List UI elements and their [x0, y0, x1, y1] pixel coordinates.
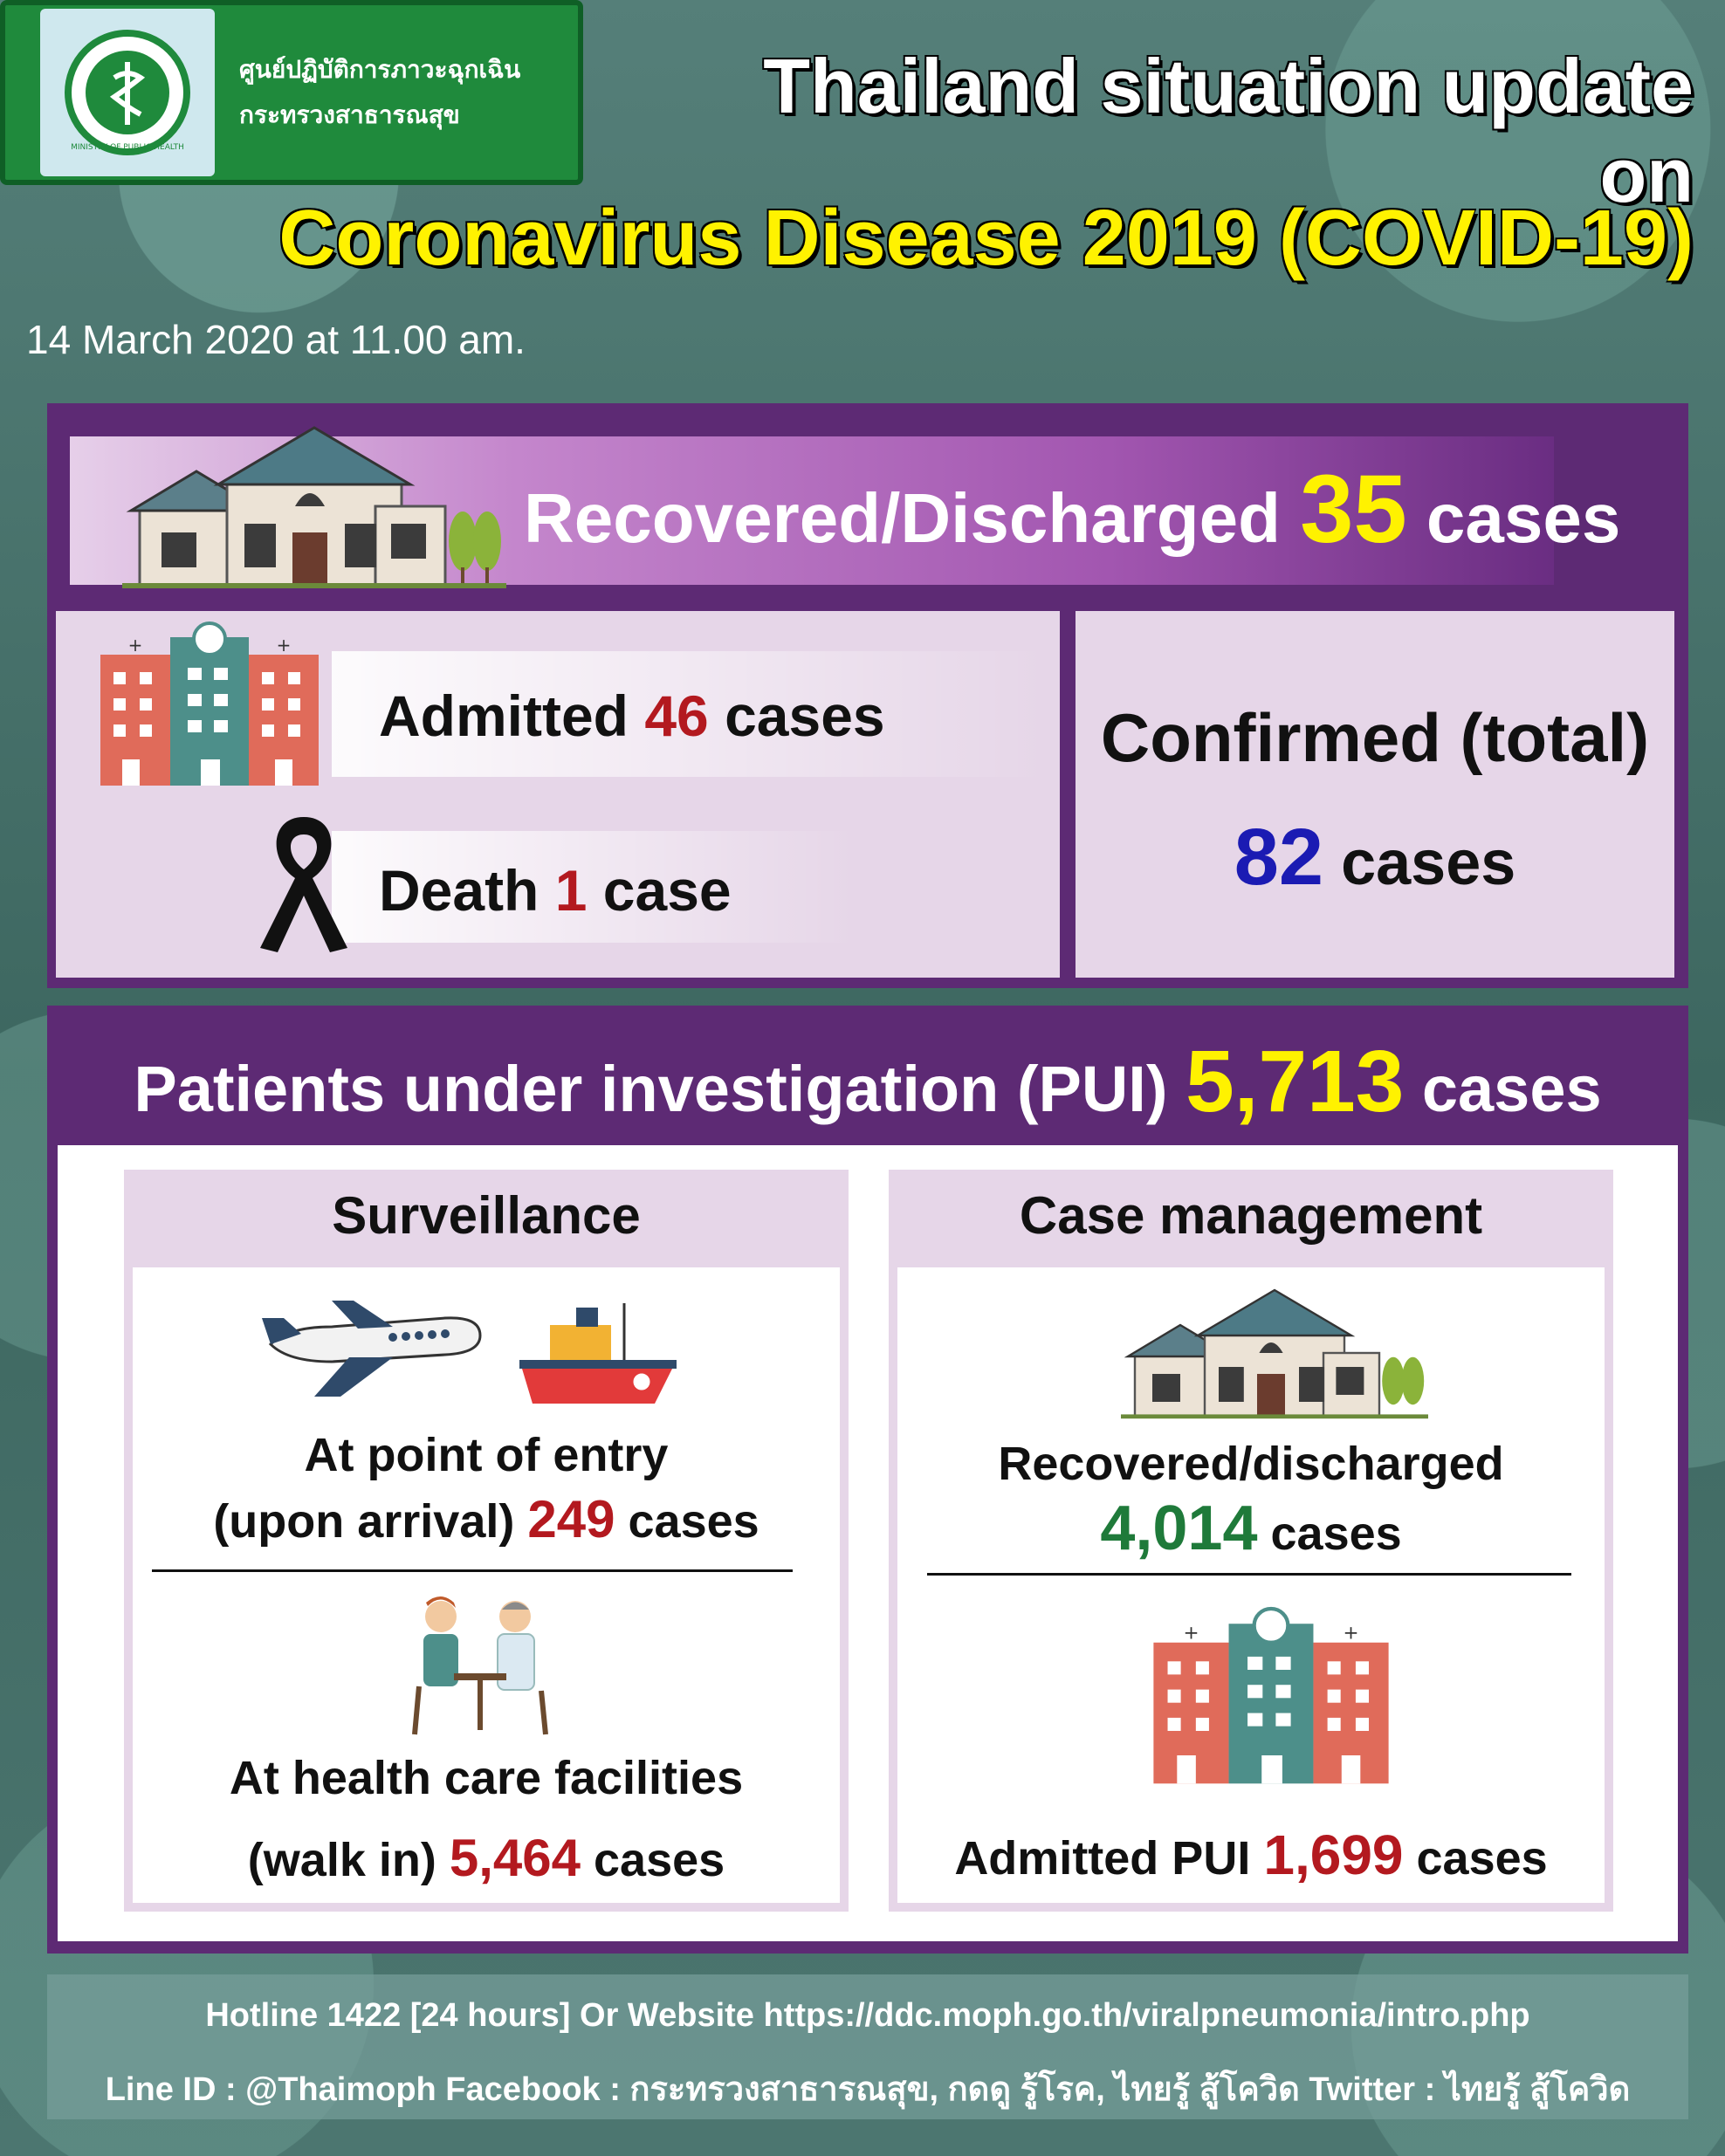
- cm-recovered-value: 4,014: [1100, 1493, 1258, 1563]
- cm-admitted-summary: Admitted PUI 1,699 cases: [897, 1823, 1605, 1887]
- moph-logo: MINISTRY OF PUBLIC HEALTH: [40, 9, 215, 176]
- house-icon: [122, 426, 506, 588]
- hospital-icon: + +: [100, 621, 319, 786]
- pui-label: Patients under investigation (PUI): [134, 1053, 1168, 1125]
- cm-recovered-unit: cases: [1270, 1507, 1402, 1560]
- svg-text:+: +: [1344, 1622, 1359, 1644]
- recovered-unit: cases: [1426, 479, 1621, 557]
- airplane-icon: [262, 1301, 482, 1397]
- cm-admitted-label: Admitted PUI: [954, 1832, 1251, 1885]
- admitted-value: 46: [644, 683, 709, 748]
- entry-value: 249: [527, 1490, 615, 1548]
- black-ribbon-icon: [260, 817, 347, 952]
- surveillance-title: Surveillance: [332, 1186, 641, 1245]
- entry-line1: At point of entry: [304, 1429, 669, 1481]
- admitted-unit: cases: [725, 683, 885, 748]
- doctor-consultation-icon: [412, 1596, 548, 1735]
- facility-line2: (walk in): [247, 1834, 436, 1886]
- svg-text:+: +: [128, 635, 143, 656]
- admitted-stripe: [332, 651, 1048, 777]
- pui-summary: Patients under investigation (PUI) 5,713…: [47, 1032, 1688, 1132]
- death-summary: Death 1 case: [379, 857, 732, 924]
- death-value: 1: [554, 858, 588, 923]
- death-stripe: [332, 831, 856, 943]
- confirmed-unit: cases: [1341, 828, 1516, 898]
- confirmed-label: Confirmed (total): [1100, 699, 1650, 776]
- footer-hotline: Hotline 1422 [24 hours] Or Website https…: [205, 1997, 1530, 2034]
- recovered-label: Recovered/Discharged: [524, 479, 1282, 557]
- footer-bar: [47, 1974, 1688, 2119]
- pui-value: 5,713: [1186, 1033, 1405, 1130]
- case-management-title: Case management: [1019, 1186, 1483, 1245]
- moph-emblem-icon: MINISTRY OF PUBLIC HEALTH: [65, 30, 190, 155]
- recovered-house-icon: [1121, 1288, 1428, 1419]
- pui-unit: cases: [1421, 1053, 1602, 1125]
- report-date: 14 March 2020 at 11.00 am.: [26, 317, 526, 362]
- facility-line1: At health care facilities: [229, 1752, 744, 1804]
- cm-admitted-value: 1,699: [1263, 1823, 1404, 1886]
- entry-summary: (upon arrival) 249 cases: [133, 1489, 840, 1549]
- svg-text:+: +: [277, 635, 292, 656]
- org-name-line1: ศูนย์ปฏิบัติการภาวะฉุกเฉิน: [239, 55, 521, 84]
- death-unit: case: [602, 858, 732, 923]
- death-label: Death: [379, 858, 539, 923]
- entry-line2: (upon arrival): [213, 1495, 515, 1548]
- surveillance-body: [133, 1267, 840, 1903]
- ship-icon: [519, 1303, 677, 1404]
- recovered-summary: Recovered/Discharged 35 cases: [524, 454, 1620, 565]
- logo-label: MINISTRY OF PUBLIC HEALTH: [71, 143, 184, 152]
- entry-unit: cases: [628, 1495, 759, 1548]
- facility-value: 5,464: [449, 1829, 581, 1887]
- confirmed-value: 82: [1234, 813, 1324, 902]
- admitted-summary: Admitted 46 cases: [379, 683, 885, 749]
- title-line2: Coronavirus Disease 2019 (COVID-19): [278, 195, 1694, 282]
- org-name: ศูนย์ปฏิบัติการภาวะฉุกเฉิน กระทรวงสาธารณ…: [239, 47, 520, 138]
- org-name-line2: กระทรวงสาธารณสุข: [239, 100, 460, 129]
- facility-summary: (walk in) 5,464 cases: [133, 1828, 840, 1888]
- recovered-value: 35: [1300, 456, 1407, 563]
- cm-admitted-unit: cases: [1416, 1832, 1548, 1885]
- svg-text:+: +: [1183, 1622, 1199, 1644]
- case-management-divider: [927, 1573, 1571, 1576]
- confirmed-summary: 82 cases: [1076, 812, 1674, 903]
- facility-unit: cases: [594, 1834, 725, 1886]
- admitted-label: Admitted: [379, 683, 629, 748]
- cm-recovered-label: Recovered/discharged: [998, 1438, 1504, 1490]
- surveillance-divider: [152, 1569, 793, 1572]
- org-logo-box: MINISTRY OF PUBLIC HEALTH ศูนย์ปฏิบัติกา…: [0, 0, 583, 185]
- confirmed-box: [1076, 611, 1674, 978]
- cm-recovered-summary: 4,014 cases: [897, 1493, 1605, 1564]
- admitted-hospital-icon: + +: [1153, 1606, 1389, 1784]
- footer-social: Line ID : @Thaimoph Facebook : กระทรวงสา…: [105, 2071, 1631, 2108]
- title-line1: Thailand situation update on: [763, 43, 1694, 218]
